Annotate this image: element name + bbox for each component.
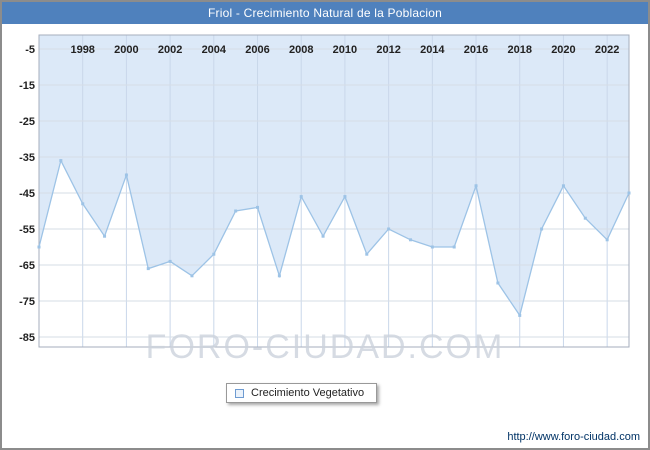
footer-url-link[interactable]: http://www.foro-ciudad.com bbox=[507, 431, 640, 443]
y-axis-tick-label: -25 bbox=[19, 116, 35, 128]
chart-title-bar: Friol - Crecimiento Natural de la Poblac… bbox=[2, 2, 648, 24]
data-point-marker bbox=[234, 209, 238, 213]
data-point-marker bbox=[212, 252, 216, 256]
data-point-marker bbox=[343, 195, 347, 199]
data-point-marker bbox=[430, 245, 434, 249]
x-axis-tick-label: 2010 bbox=[333, 44, 357, 56]
data-point-marker bbox=[299, 195, 303, 199]
x-axis-tick-label: 2000 bbox=[114, 44, 138, 56]
y-axis-tick-label: -45 bbox=[19, 188, 35, 200]
x-axis-tick-label: 2004 bbox=[202, 44, 227, 56]
legend-box: Crecimiento Vegetativo bbox=[226, 383, 378, 403]
data-point-marker bbox=[605, 238, 609, 242]
data-point-marker bbox=[583, 216, 587, 220]
x-axis-tick-label: 2002 bbox=[158, 44, 182, 56]
data-point-marker bbox=[627, 191, 631, 195]
x-axis-tick-label: 2012 bbox=[376, 44, 400, 56]
x-axis-tick-label: 2020 bbox=[551, 44, 575, 56]
x-axis-tick-label: 2018 bbox=[507, 44, 531, 56]
legend-swatch-icon bbox=[235, 388, 244, 398]
y-axis-tick-label: -5 bbox=[25, 44, 35, 56]
y-axis-tick-label: -55 bbox=[19, 224, 35, 236]
chart-svg: 1998 2000 2002 2004 2006 2008 2010 2012 2014 2016… bbox=[19, 34, 631, 348]
x-axis-tick-label: 2006 bbox=[245, 44, 269, 56]
data-point-marker bbox=[168, 259, 172, 263]
plot-border bbox=[38, 34, 630, 348]
data-point-marker bbox=[59, 159, 63, 163]
data-point-marker bbox=[37, 245, 41, 249]
x-axis-tick-label: 2014 bbox=[420, 44, 445, 56]
data-point-marker bbox=[146, 267, 150, 271]
y-axis-tick-label: -35 bbox=[19, 152, 35, 164]
x-axis-tick-label: 2016 bbox=[464, 44, 488, 56]
data-point-marker bbox=[387, 227, 391, 231]
data-point-marker bbox=[124, 173, 128, 177]
data-point-marker bbox=[540, 227, 544, 231]
data-point-marker bbox=[452, 245, 456, 249]
data-point-marker bbox=[321, 234, 325, 238]
series-line bbox=[38, 158, 630, 317]
area-fill bbox=[39, 35, 629, 316]
data-point-marker bbox=[365, 252, 369, 256]
legend-label: Crecimiento Vegetativo bbox=[251, 387, 365, 399]
y-axis-tick-label: -15 bbox=[19, 80, 35, 92]
data-point-marker bbox=[103, 234, 107, 238]
data-point-marker bbox=[561, 184, 565, 188]
data-point-marker bbox=[474, 184, 478, 188]
data-point-marker bbox=[408, 238, 412, 242]
x-axis-tick-label: 2008 bbox=[289, 44, 313, 56]
data-point-marker bbox=[81, 202, 85, 206]
data-point-marker bbox=[256, 205, 260, 209]
data-point-marker bbox=[496, 281, 500, 285]
y-axis-tick-label: -75 bbox=[19, 296, 35, 308]
x-axis-tick-label: 2022 bbox=[595, 44, 619, 56]
x-axis-tick-label: 1998 bbox=[70, 44, 94, 56]
chart-title: Friol - Crecimiento Natural de la Poblac… bbox=[207, 6, 443, 20]
data-point-marker bbox=[277, 274, 281, 278]
data-point-marker bbox=[190, 274, 194, 278]
data-point-marker bbox=[518, 313, 522, 317]
y-axis-tick-label: -65 bbox=[19, 260, 35, 272]
y-axis-tick-label: -85 bbox=[19, 332, 35, 344]
